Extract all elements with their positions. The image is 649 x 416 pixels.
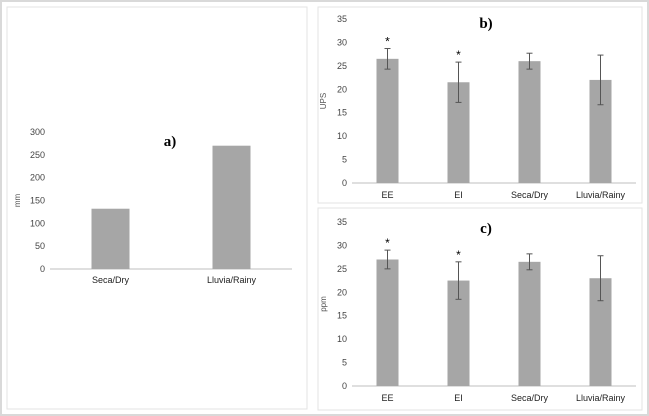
panel-c-title: c) — [480, 221, 492, 237]
panel-c-ylabel: ppm — [319, 296, 328, 312]
panel-c-border — [317, 207, 643, 411]
panel-c-bar-1 — [447, 280, 470, 386]
panel-b-bar-2 — [518, 61, 541, 183]
panel-b-bar-3 — [589, 79, 612, 183]
panel-a-ytick-3: 150 — [30, 196, 45, 206]
panel-c-ytick-6: 30 — [337, 240, 347, 250]
panel-a-title: a) — [164, 134, 177, 150]
panel-b-ytick-7: 35 — [337, 14, 347, 24]
panel-c-category-0: EE — [381, 393, 393, 403]
panel-a-ytick-2: 100 — [30, 218, 45, 228]
panel-b-significance-marker-0: * — [385, 35, 390, 49]
panel-a-bar-0 — [91, 208, 130, 269]
panel-a-ytick-0: 0 — [40, 264, 45, 274]
panel-c-ytick-7: 35 — [337, 217, 347, 227]
panel-b-category-1: EI — [454, 190, 463, 200]
panel-c-bar-0 — [376, 259, 399, 386]
panel-c-significance-marker-0: * — [385, 236, 390, 250]
panel-a-ytick-5: 250 — [30, 150, 45, 160]
panel-b-category-2: Seca/Dry — [511, 190, 549, 200]
panel-a-ytick-6: 300 — [30, 127, 45, 137]
panel-a-category-0: Seca/Dry — [92, 275, 130, 285]
panel-c-ytick-5: 25 — [337, 264, 347, 274]
panel-a-ytick-4: 200 — [30, 173, 45, 183]
panel-c-category-1: EI — [454, 393, 463, 403]
panel-c-bar-2 — [518, 261, 541, 386]
panel-c-category-3: Lluvia/Rainy — [576, 393, 626, 403]
panel-c-ytick-4: 20 — [337, 287, 347, 297]
panel-b-ytick-4: 20 — [337, 84, 347, 94]
panel-b-ytick-2: 10 — [337, 131, 347, 141]
panel-a-ytick-1: 50 — [35, 241, 45, 251]
panel-c-ytick-3: 15 — [337, 311, 347, 321]
panel-b-title: b) — [479, 16, 492, 32]
panel-c-ytick-0: 0 — [342, 381, 347, 391]
panel-b-significance-marker-1: * — [456, 48, 461, 62]
panel-b-ylabel: UPS — [319, 93, 328, 109]
panel-a-ylabel: mm — [13, 194, 22, 208]
panel-b-category-3: Lluvia/Rainy — [576, 190, 626, 200]
panel-c-ytick-2: 10 — [337, 334, 347, 344]
panel-b-bar-1 — [447, 82, 470, 183]
panel-b-ytick-0: 0 — [342, 178, 347, 188]
panel-a-bar-1 — [212, 145, 251, 269]
panel-b-ytick-5: 25 — [337, 61, 347, 71]
panel-c-significance-marker-1: * — [456, 248, 461, 262]
panel-b-ytick-6: 30 — [337, 37, 347, 47]
panel-c-category-2: Seca/Dry — [511, 393, 549, 403]
panel-a-border — [6, 6, 308, 410]
panel-b-bar-0 — [376, 58, 399, 184]
panel-b-border — [317, 6, 643, 204]
panel-b-ytick-3: 15 — [337, 108, 347, 118]
panel-b-category-0: EE — [381, 190, 393, 200]
panel-c-ytick-1: 5 — [342, 358, 347, 368]
panel-b-ytick-1: 5 — [342, 155, 347, 165]
panel-a-category-1: Lluvia/Rainy — [207, 275, 257, 285]
panel-c-bar-3 — [589, 278, 612, 386]
